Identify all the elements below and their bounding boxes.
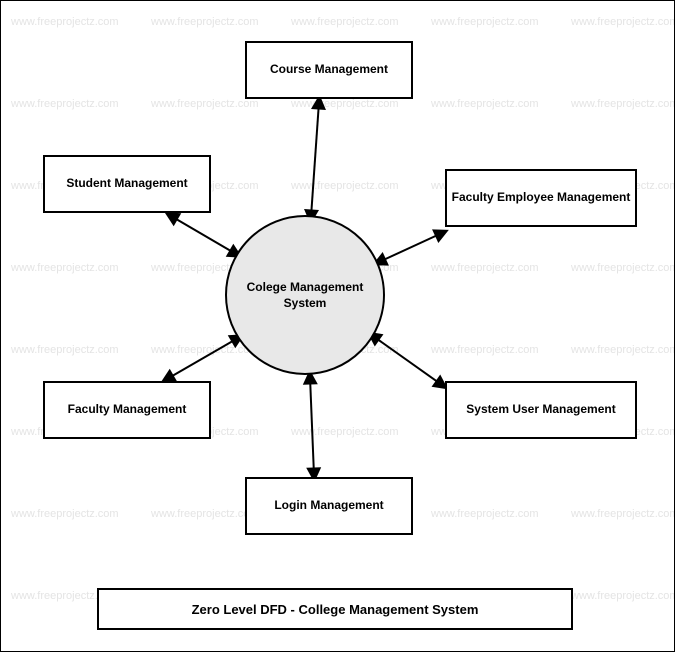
diagram-canvas: www.freeprojectz.comwww.freeprojectz.com… <box>0 0 675 652</box>
entity-label: Faculty Management <box>68 402 187 418</box>
entity-label: Student Management <box>66 176 187 192</box>
entity-student: Student Management <box>43 155 211 213</box>
entity-label: System User Management <box>466 402 615 418</box>
edge-student <box>171 216 236 254</box>
entity-label: Course Management <box>270 62 388 78</box>
entity-sysuser: System User Management <box>445 381 637 439</box>
entity-faculty_emp: Faculty Employee Management <box>445 169 637 227</box>
entity-login: Login Management <box>245 477 413 535</box>
title-box: Zero Level DFD - College Management Syst… <box>97 588 573 630</box>
entity-label: Login Management <box>274 498 383 514</box>
edge-course <box>311 102 319 217</box>
edge-faculty <box>167 338 238 379</box>
edge-login <box>310 377 314 475</box>
edge-sysuser <box>373 336 442 385</box>
diagram-title: Zero Level DFD - College Management Syst… <box>192 602 479 617</box>
edge-faculty_emp <box>379 233 442 262</box>
center-label: Colege Management System <box>227 279 383 311</box>
entity-label: Faculty Employee Management <box>452 190 631 206</box>
entity-faculty: Faculty Management <box>43 381 211 439</box>
entity-course: Course Management <box>245 41 413 99</box>
center-process: Colege Management System <box>225 215 385 375</box>
